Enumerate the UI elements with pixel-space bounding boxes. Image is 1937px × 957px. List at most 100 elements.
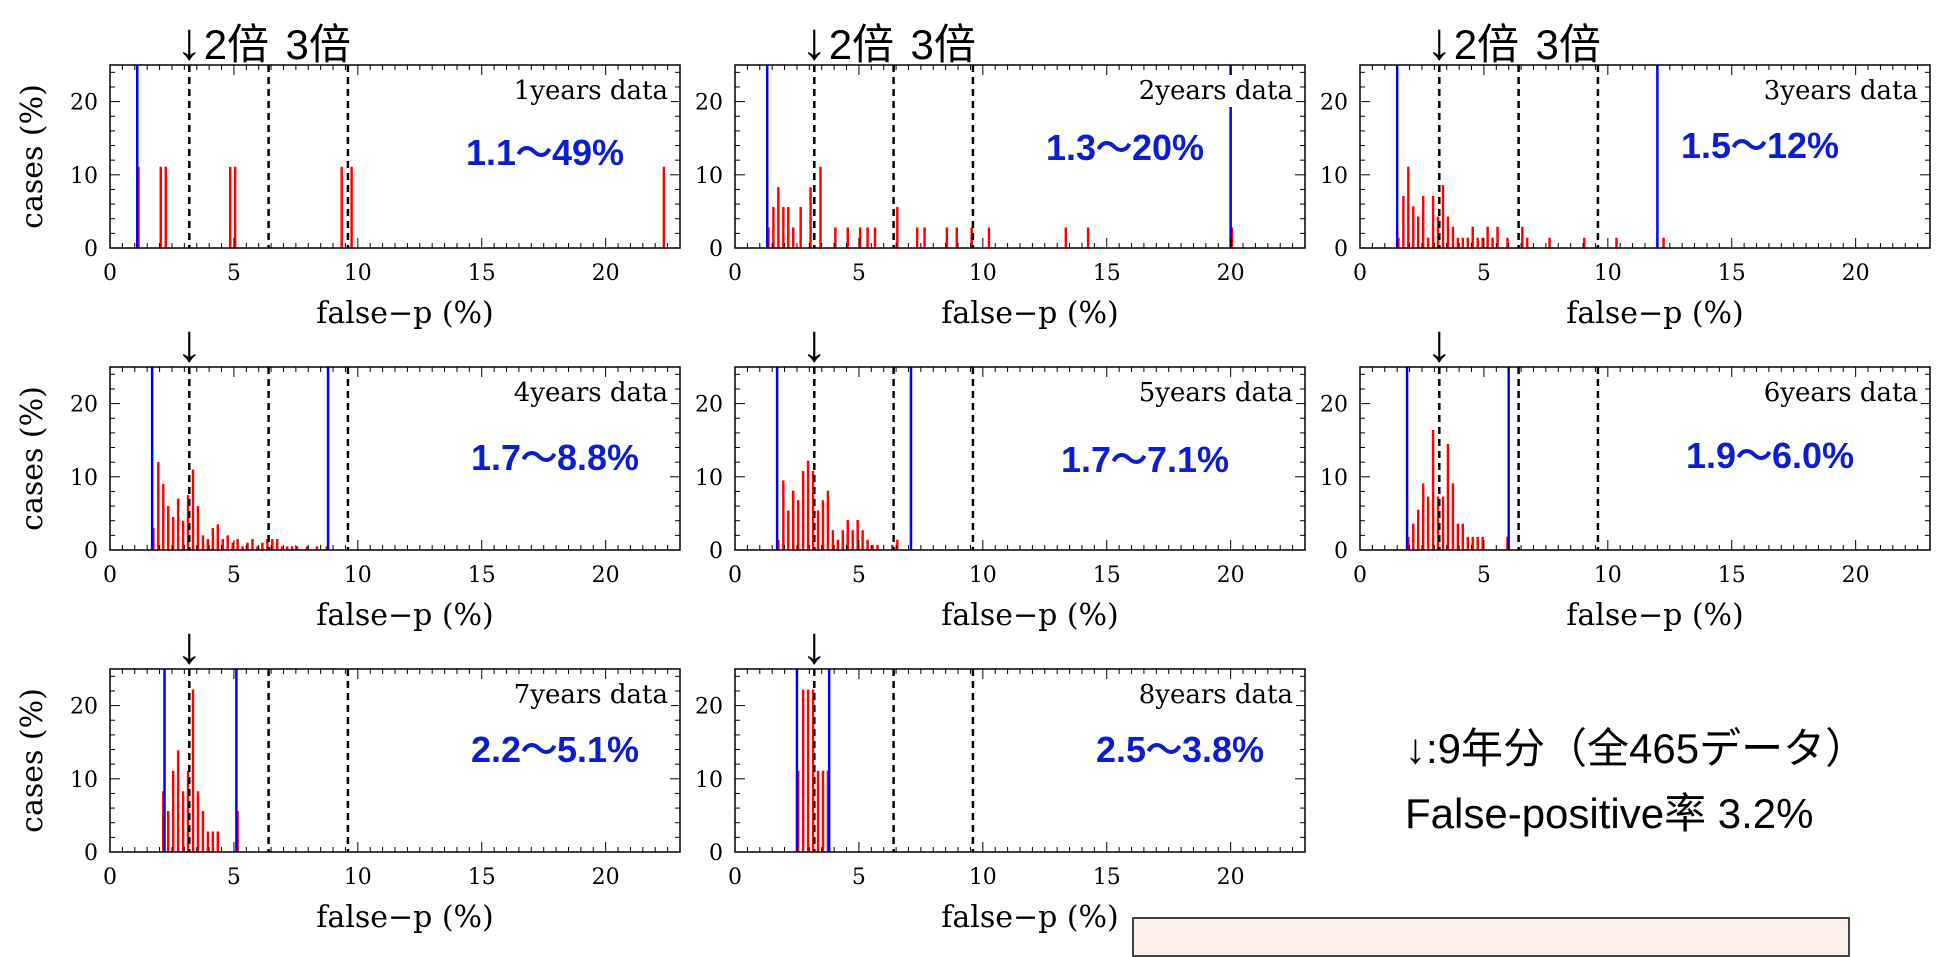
- bar: [181, 791, 185, 852]
- panel-title-bg: [1693, 75, 1921, 107]
- bar: [1481, 237, 1484, 248]
- bar: [896, 539, 899, 550]
- panel-4: 0 5 10 15 20 0 10 20 false−p (%) cases (%) 4years …: [15, 315, 681, 633]
- x-tick-label: 0: [103, 563, 117, 588]
- x-tick-label: 10: [1594, 261, 1622, 286]
- bar: [196, 791, 200, 852]
- y-tick-label: 20: [1320, 393, 1348, 418]
- bar: [1466, 536, 1470, 550]
- x-tick-label: 10: [969, 563, 997, 588]
- panel-5: 0 5 10 15 20 0 10 20 false−p (%) 5years data 1.7〜7…: [695, 315, 1306, 633]
- arrow-marker: ↓: [176, 13, 202, 71]
- bar: [295, 546, 299, 550]
- x-tick-label: 20: [1842, 261, 1870, 286]
- x-tick-label: 5: [227, 563, 241, 588]
- y-axis-label: cases (%): [15, 386, 50, 531]
- bar: [955, 227, 959, 248]
- y-tick-label: 10: [1320, 164, 1348, 189]
- bar: [945, 227, 949, 248]
- bar: [186, 770, 190, 852]
- x-tick-label: 0: [1353, 261, 1367, 286]
- bar: [809, 187, 812, 248]
- x-axis-label: false−p (%): [316, 296, 494, 331]
- x-tick-label: 15: [1093, 261, 1121, 286]
- panel-title-bg: [443, 75, 671, 107]
- bar: [1426, 496, 1430, 550]
- arrow-marker: ↓: [1426, 13, 1452, 71]
- x-tick-label: 15: [468, 261, 496, 286]
- bar: [350, 166, 353, 248]
- y-axis-label: cases (%): [15, 688, 50, 833]
- top-label-2x: 2倍: [1454, 21, 1519, 68]
- bar: [1402, 196, 1405, 248]
- y-tick-label: 0: [84, 539, 98, 564]
- bar: [1506, 237, 1509, 248]
- bar: [858, 227, 862, 248]
- bar: [266, 539, 269, 550]
- bar: [181, 520, 185, 550]
- panel-7: 0 5 10 15 20 0 10 20 false−p (%) cases (%) 7years …: [15, 617, 681, 935]
- panel-1: 0 5 10 15 20 0 10 20 false−p (%) cases (%) 1years …: [15, 13, 681, 331]
- x-tick-label: 20: [1217, 261, 1245, 286]
- x-axis-label: false−p (%): [1566, 598, 1744, 633]
- bar: [1662, 237, 1665, 248]
- panel-2: 0 5 10 15 20 0 10 20 false−p (%) 2years data 1.3〜2…: [695, 13, 1306, 331]
- bar: [1521, 226, 1524, 248]
- bar: [201, 535, 205, 550]
- bar: [816, 770, 820, 852]
- bar: [782, 480, 785, 550]
- x-axis-label: false−p (%): [316, 598, 494, 633]
- bar: [162, 791, 165, 852]
- bar: [290, 546, 294, 550]
- bar: [831, 530, 835, 550]
- bar: [1407, 166, 1410, 248]
- panel-6: 0 5 10 15 20 0 10 20 false−p (%) 6years data 1.9〜6…: [1320, 315, 1931, 633]
- bar: [796, 500, 800, 550]
- x-tick-label: 10: [344, 865, 372, 890]
- y-tick-label: 20: [70, 91, 98, 116]
- bar: [915, 227, 919, 248]
- y-tick-label: 0: [84, 841, 98, 866]
- top-label-3x: 3倍: [1535, 21, 1600, 68]
- bar: [236, 539, 239, 550]
- bar: [1476, 237, 1479, 248]
- panel-title-bg: [1693, 377, 1921, 409]
- x-tick-label: 0: [103, 261, 117, 286]
- bar: [923, 227, 926, 248]
- bar: [251, 539, 254, 550]
- panel-title: 4years data: [514, 378, 668, 408]
- bar: [233, 166, 237, 248]
- bar: [801, 470, 805, 550]
- x-tick-label: 15: [1093, 865, 1121, 890]
- bar: [226, 535, 229, 550]
- range-label: 2.2〜5.1%: [471, 729, 639, 770]
- bar: [1064, 227, 1068, 248]
- bar: [799, 207, 802, 248]
- x-tick-label: 0: [728, 563, 742, 588]
- bar: [171, 517, 175, 550]
- bar: [873, 227, 877, 248]
- bar: [221, 539, 224, 550]
- range-label: 1.3〜20%: [1046, 127, 1204, 168]
- bar: [987, 227, 991, 248]
- range-label: 1.9〜6.0%: [1686, 435, 1854, 476]
- bar: [821, 500, 825, 550]
- x-tick-label: 5: [227, 261, 241, 286]
- panel-title-bg: [443, 679, 671, 711]
- x-axis-label: false−p (%): [316, 900, 494, 935]
- y-tick-label: 10: [695, 164, 723, 189]
- bar: [285, 546, 289, 550]
- bar: [1583, 237, 1586, 248]
- bar: [1446, 216, 1450, 248]
- panel-title-bg: [1068, 377, 1296, 409]
- panel-title: 7years data: [514, 680, 668, 710]
- y-tick-label: 20: [695, 695, 723, 720]
- bar: [191, 469, 195, 550]
- bar: [1476, 536, 1479, 550]
- bar: [826, 490, 830, 550]
- top-label-3x: 3倍: [285, 21, 350, 68]
- y-tick-label: 20: [695, 393, 723, 418]
- bar: [206, 539, 210, 550]
- bar: [1461, 237, 1465, 248]
